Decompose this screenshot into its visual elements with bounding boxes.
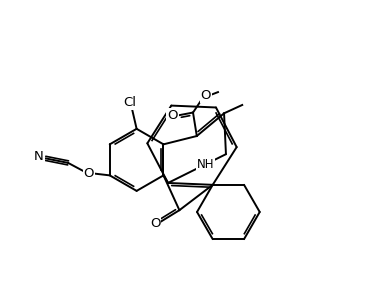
Text: O: O [167, 109, 178, 122]
Text: O: O [83, 167, 94, 180]
Text: Cl: Cl [124, 96, 137, 109]
Text: O: O [201, 89, 211, 102]
Text: NH: NH [196, 157, 214, 170]
Text: O: O [150, 217, 160, 230]
Text: N: N [34, 150, 43, 163]
